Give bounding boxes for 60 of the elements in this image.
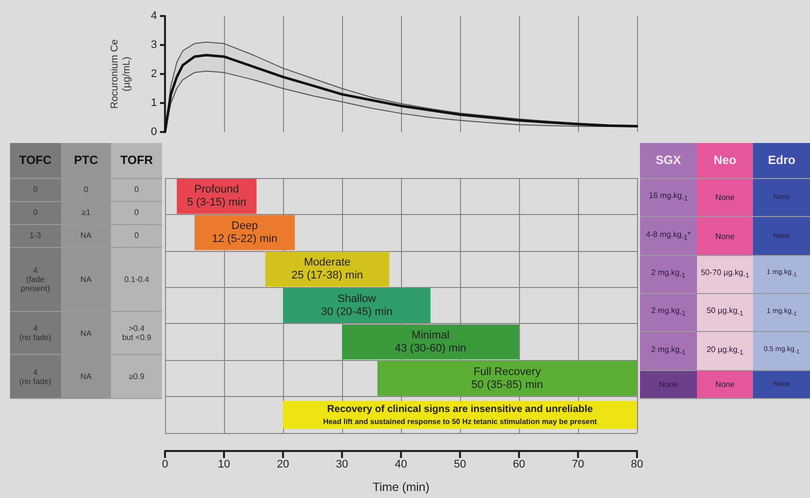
text: SGX: [640, 143, 697, 178]
text: 0: [10, 201, 61, 224]
text: 2 mg.kg$_{-1}$: [640, 294, 697, 332]
x-tick-label: 70: [572, 458, 584, 470]
text: 4 (no fade): [10, 311, 61, 355]
x-tick-label: 10: [218, 458, 230, 470]
text: None: [696, 370, 754, 398]
text: 16 mg.kg$_{-1}$: [640, 178, 697, 217]
bar: [265, 252, 390, 287]
y-tick-label: 1: [150, 97, 157, 109]
text: 50 µg.kg$_{-1}$: [696, 294, 754, 332]
text: PTC: [60, 143, 112, 178]
text: ≥1: [60, 201, 112, 224]
x-tick-label: 50: [454, 458, 466, 470]
y-axis-title: Rocuronium Ce (µg/mL): [110, 38, 132, 109]
text: 4 (fade present): [10, 247, 61, 312]
x-tick-label: 0: [162, 458, 168, 470]
y-tick-label: 3: [150, 39, 157, 51]
bar: [342, 324, 519, 360]
y-tick-label: 4: [150, 10, 157, 22]
text: None: [696, 216, 754, 256]
x-tick-label: 20: [276, 458, 290, 470]
text: 50-70 µg.kg$_{-1}$: [696, 255, 754, 294]
bar: [194, 215, 295, 250]
text: 0: [60, 178, 112, 202]
text: None: [696, 178, 754, 217]
text: NA: [60, 247, 112, 312]
text: 2 mg.kg$_{-1}$: [640, 255, 697, 294]
text: 4 (no fade): [10, 354, 61, 398]
text: NA: [60, 224, 112, 248]
text: 0: [10, 178, 61, 202]
data-label: Deep 12 (5-22) min: [212, 220, 278, 246]
text: ≥0.9: [111, 354, 162, 398]
x-tick-label: 60: [512, 458, 526, 470]
text: 4-8 mg.kg$_{-1}$*: [640, 216, 697, 256]
text: Neo: [696, 143, 754, 178]
bar: [283, 288, 430, 323]
bar: [377, 360, 637, 396]
text: NA: [60, 354, 112, 398]
x-tick-label: 40: [394, 458, 408, 470]
text: 1-3: [10, 224, 61, 248]
text: Edro: [753, 143, 810, 178]
data-label: Full Recovery 50 (35-85) min: [471, 366, 543, 391]
data-label: Moderate 25 (17-38) min: [291, 256, 364, 282]
text: TOFR: [111, 143, 162, 178]
text: 2 mg.kg$_{-1}$: [640, 332, 697, 370]
text: 0.1-0.4: [111, 247, 162, 312]
data-label: Shallow 30 (20-45) min: [320, 293, 393, 318]
data-label: Minimal 43 (30-60) min: [394, 329, 466, 354]
y-tick-label: 2: [150, 68, 157, 80]
x-tick-label: 30: [336, 458, 348, 470]
x-tick-label: 80: [630, 458, 644, 470]
text: 20 µg.kg$_{-1}$: [696, 332, 754, 370]
y-tick-label: 0: [150, 126, 157, 138]
x-axis-title: Time (min): [372, 480, 430, 494]
data-label: Profound 5 (3-15) min: [186, 184, 246, 209]
text: TOFC: [10, 143, 61, 178]
text: >0.4 but <0.9: [111, 311, 162, 355]
text: None: [640, 370, 697, 398]
text: NA: [60, 311, 112, 355]
